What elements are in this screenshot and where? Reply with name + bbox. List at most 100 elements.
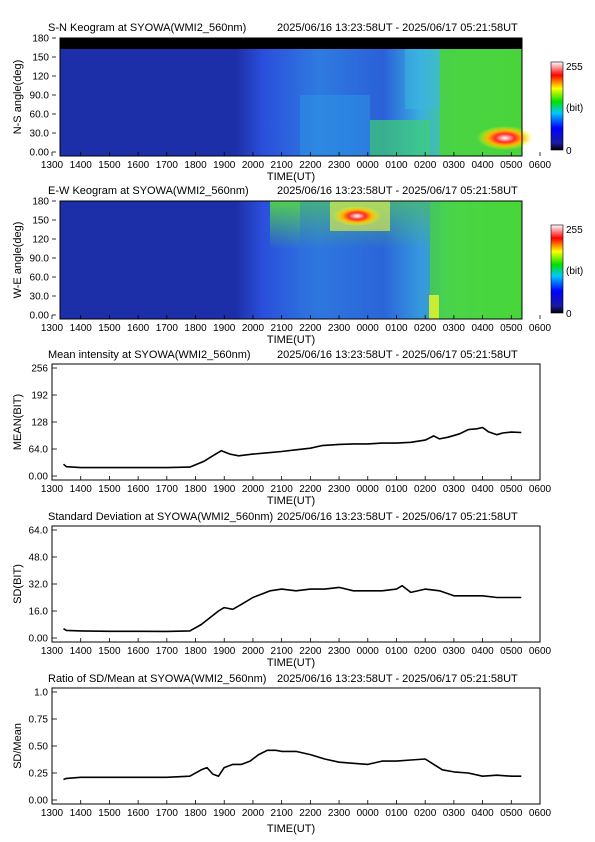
y-tick-label: 150 bbox=[32, 53, 49, 64]
sn-x-axis: 1300 1400 1500 1600 1700 1800 1900 2000 2100 2200… bbox=[41, 152, 552, 171]
y-tick-label: 0.00 bbox=[29, 472, 49, 483]
x-tick-label: 2300 bbox=[328, 323, 351, 334]
x-tick-label: 0500 bbox=[500, 808, 523, 819]
y-tick-label: 128 bbox=[31, 418, 48, 429]
ew-xlabel: TIME(UT) bbox=[267, 334, 315, 346]
x-tick-label: 0100 bbox=[385, 484, 408, 495]
x-tick-label: 2000 bbox=[242, 323, 265, 334]
x-tick-label: 0400 bbox=[471, 808, 494, 819]
sn-y-axis: 0.00 30.0 60.0 90.0 120 150 180 bbox=[30, 34, 56, 159]
y-tick-label: 150 bbox=[32, 216, 49, 227]
x-tick-label: 1700 bbox=[156, 160, 179, 171]
sd-panel: Standard Deviation at SYOWA(WMI2_560nm) … bbox=[12, 511, 552, 669]
x-tick-label: 2100 bbox=[271, 323, 294, 334]
x-tick-label: 0600 bbox=[529, 646, 552, 657]
x-tick-label: 1400 bbox=[70, 323, 93, 334]
x-tick-label: 1800 bbox=[184, 646, 207, 657]
sd-ylabel: SD(BIT) bbox=[12, 564, 24, 604]
ratio-series-line bbox=[63, 749, 522, 781]
x-tick-label: 2300 bbox=[328, 808, 351, 819]
x-tick-label: 2200 bbox=[299, 323, 322, 334]
sn-ylabel: N-S angle(deg) bbox=[12, 60, 24, 135]
x-tick-label: 0200 bbox=[414, 646, 437, 657]
sd-xlabel: TIME(UT) bbox=[267, 657, 315, 669]
y-tick-label: 30.0 bbox=[30, 292, 50, 303]
sn-title: S-N Keogram at SYOWA(WMI2_560nm) bbox=[48, 22, 246, 34]
x-tick-label: 2100 bbox=[271, 808, 294, 819]
x-tick-label: 2200 bbox=[299, 808, 322, 819]
ew-colorbar-max: 255 bbox=[566, 225, 583, 236]
x-tick-label: 1700 bbox=[156, 484, 179, 495]
x-tick-label: 1300 bbox=[41, 484, 64, 495]
x-tick-label: 0000 bbox=[357, 160, 380, 171]
mean-title: Mean intensity at SYOWA(WMI2_560nm) bbox=[48, 349, 251, 361]
x-tick-label: 2000 bbox=[242, 484, 265, 495]
x-tick-label: 0300 bbox=[443, 484, 466, 495]
y-tick-label: 120 bbox=[32, 72, 49, 83]
ew-x-axis: 1300 1400 1500 1600 1700 1800 1900 2000 2100 2200… bbox=[41, 315, 552, 334]
x-tick-label: 2300 bbox=[328, 646, 351, 657]
x-tick-label: 0300 bbox=[443, 808, 466, 819]
x-tick-label: 2100 bbox=[271, 484, 294, 495]
x-tick-label: 2200 bbox=[299, 484, 322, 495]
ratio-plot-area: 0.00 0.25 0.50 0.75 1.0 1300 1400 1500 1600 1700 1… bbox=[29, 688, 552, 820]
mean-series-line bbox=[62, 426, 522, 469]
x-tick-label: 0100 bbox=[385, 646, 408, 657]
x-tick-label: 0000 bbox=[357, 646, 380, 657]
x-tick-label: 1900 bbox=[213, 646, 236, 657]
ratio-frame bbox=[51, 687, 541, 805]
sn-heatmap bbox=[60, 38, 533, 156]
x-tick-label: 1500 bbox=[98, 646, 121, 657]
x-tick-label: 0600 bbox=[529, 484, 552, 495]
x-tick-label: 0200 bbox=[414, 160, 437, 171]
x-tick-label: 1900 bbox=[213, 323, 236, 334]
x-tick-label: 1700 bbox=[156, 323, 179, 334]
x-tick-label: 1300 bbox=[41, 323, 64, 334]
x-tick-label: 0400 bbox=[471, 160, 494, 171]
x-tick-label: 1300 bbox=[41, 646, 64, 657]
x-tick-label: 1500 bbox=[98, 484, 121, 495]
x-tick-label: 1600 bbox=[127, 323, 150, 334]
x-tick-label: 1700 bbox=[156, 808, 179, 819]
y-tick-label: 30.0 bbox=[30, 129, 50, 140]
x-tick-label: 1700 bbox=[156, 646, 179, 657]
ratio-xlabel: TIME(UT) bbox=[267, 823, 315, 835]
ew-frame bbox=[59, 200, 523, 320]
sd-time-range: 2025/06/16 13:23:58UT - 2025/06/17 05:21… bbox=[277, 511, 518, 523]
y-tick-label: 0.50 bbox=[29, 742, 49, 753]
x-tick-label: 1800 bbox=[184, 808, 207, 819]
mean-plot-area: 0.00 64.0 128 192 256 1300 1400 1500 1600 1700 180… bbox=[29, 364, 552, 496]
x-tick-label: 0100 bbox=[385, 808, 408, 819]
ew-heatmap bbox=[60, 201, 522, 319]
ew-colorbar-unit: (bit) bbox=[566, 266, 583, 277]
y-tick-label: 0.00 bbox=[30, 311, 50, 322]
y-tick-label: 32.0 bbox=[29, 580, 49, 591]
ew-time-range: 2025/06/16 13:23:58UT - 2025/06/17 05:21… bbox=[277, 185, 518, 197]
mean-panel: Mean intensity at SYOWA(WMI2_560nm) 2025… bbox=[12, 349, 552, 507]
mean-xlabel: TIME(UT) bbox=[267, 495, 315, 507]
y-tick-label: 0.00 bbox=[29, 634, 49, 645]
sn-time-range: 2025/06/16 13:23:58UT - 2025/06/17 05:21… bbox=[277, 22, 518, 34]
y-tick-label: 1.0 bbox=[34, 688, 48, 699]
y-tick-label: 48.0 bbox=[29, 553, 49, 564]
x-tick-label: 1400 bbox=[70, 484, 93, 495]
x-tick-label: 1600 bbox=[127, 646, 150, 657]
x-tick-label: 1500 bbox=[98, 808, 121, 819]
ew-bright-aurora bbox=[333, 206, 381, 226]
y-tick-label: 120 bbox=[32, 235, 49, 246]
ew-y-axis: 0.00 30.0 60.0 90.0 120 150 180 bbox=[30, 197, 56, 322]
sn-xlabel: TIME(UT) bbox=[267, 171, 315, 183]
x-tick-label: 0200 bbox=[414, 808, 437, 819]
x-tick-label: 1800 bbox=[184, 160, 207, 171]
sn-frame bbox=[59, 37, 523, 157]
x-tick-label: 0600 bbox=[529, 323, 552, 334]
x-tick-label: 0000 bbox=[357, 323, 380, 334]
y-tick-label: 180 bbox=[32, 34, 49, 45]
ew-ylabel: W-E angle(deg) bbox=[12, 222, 24, 299]
x-tick-label: 0600 bbox=[529, 808, 552, 819]
sn-colorbar-unit: (bit) bbox=[566, 103, 583, 114]
x-tick-label: 1900 bbox=[213, 160, 236, 171]
ratio-panel: Ratio of SD/Mean at SYOWA(WMI2_560nm) 20… bbox=[12, 673, 552, 835]
x-tick-label: 0200 bbox=[414, 484, 437, 495]
